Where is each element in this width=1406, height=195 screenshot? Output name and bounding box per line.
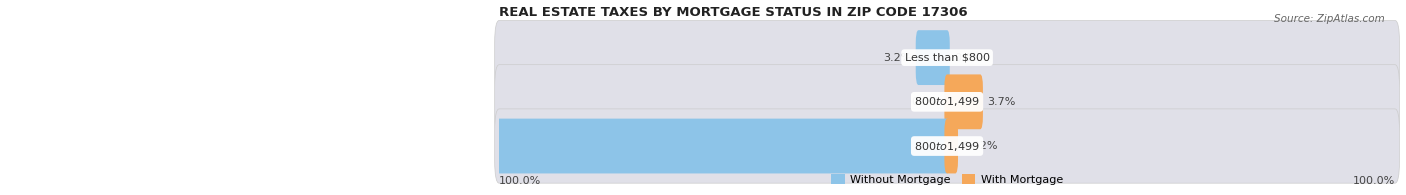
Text: 3.2%: 3.2% [883, 53, 911, 63]
FancyBboxPatch shape [495, 20, 1399, 95]
FancyBboxPatch shape [77, 119, 950, 173]
Text: 100.0%: 100.0% [499, 176, 541, 186]
Text: Less than $800: Less than $800 [904, 53, 990, 63]
Text: 100.0%: 100.0% [1353, 176, 1395, 186]
FancyBboxPatch shape [945, 119, 957, 173]
Text: Source: ZipAtlas.com: Source: ZipAtlas.com [1274, 14, 1385, 24]
FancyBboxPatch shape [495, 109, 1399, 183]
FancyBboxPatch shape [945, 74, 983, 129]
Text: 96.8%: 96.8% [93, 141, 132, 151]
Text: $800 to $1,499: $800 to $1,499 [914, 140, 980, 152]
Legend: Without Mortgage, With Mortgage: Without Mortgage, With Mortgage [827, 170, 1067, 190]
FancyBboxPatch shape [495, 65, 1399, 139]
Text: REAL ESTATE TAXES BY MORTGAGE STATUS IN ZIP CODE 17306: REAL ESTATE TAXES BY MORTGAGE STATUS IN … [499, 5, 967, 19]
Text: 0.92%: 0.92% [963, 141, 998, 151]
Text: $800 to $1,499: $800 to $1,499 [914, 95, 980, 108]
Text: 0.0%: 0.0% [955, 53, 983, 63]
Text: 3.7%: 3.7% [987, 97, 1015, 107]
FancyBboxPatch shape [915, 30, 950, 85]
Text: 0.0%: 0.0% [911, 97, 941, 107]
